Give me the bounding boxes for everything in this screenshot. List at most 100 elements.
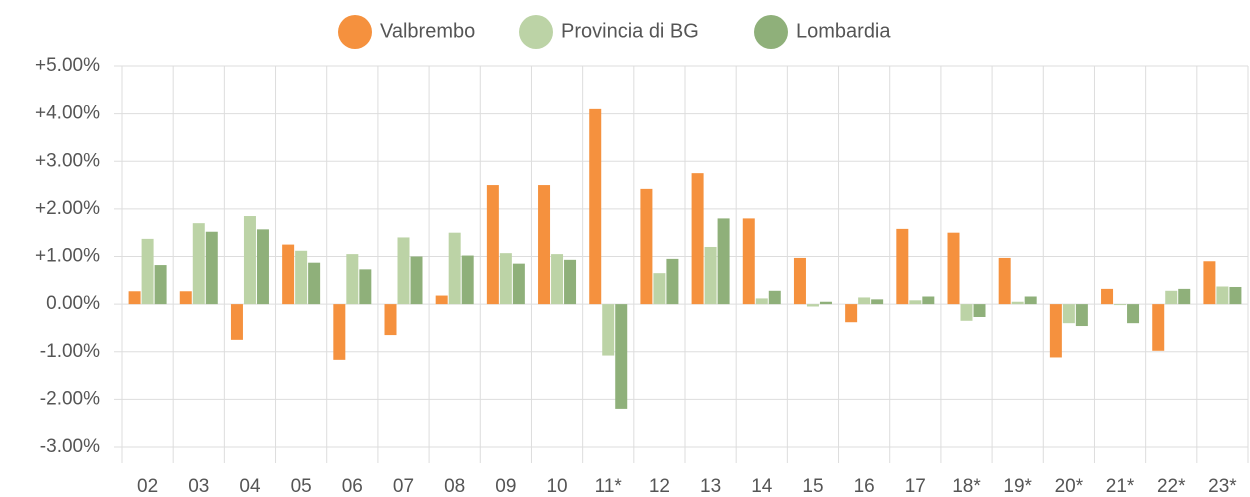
y-tick-label: +4.00% [35, 103, 100, 124]
bar [909, 300, 922, 305]
x-tick-label: 17 [905, 476, 926, 497]
bar [653, 273, 666, 305]
bar [845, 304, 858, 323]
bar [486, 185, 499, 305]
bar [1024, 296, 1037, 305]
bar [793, 257, 806, 305]
x-tick-label: 14 [751, 476, 773, 497]
x-tick-label: 11* [595, 476, 623, 497]
bar [691, 173, 704, 305]
x-tick-label: 02 [137, 476, 158, 497]
legend-swatch [754, 15, 788, 49]
bar [1127, 304, 1140, 324]
bar [666, 258, 679, 305]
y-tick-label: -2.00% [40, 388, 100, 409]
bar [397, 237, 410, 305]
x-tick-label: 07 [393, 476, 414, 497]
bar [461, 255, 474, 305]
x-tick-label: 04 [239, 476, 261, 497]
bar [998, 257, 1011, 305]
bar [640, 188, 653, 305]
bar [230, 304, 243, 340]
bar [742, 218, 755, 305]
legend-label: Valbrembo [380, 20, 475, 42]
bar [1165, 290, 1178, 305]
y-tick-label: +2.00% [35, 198, 100, 219]
bar [973, 304, 986, 317]
legend-label: Provincia di BG [561, 20, 699, 42]
x-tick-label: 12 [649, 476, 670, 497]
y-tick-label: +1.00% [35, 246, 100, 267]
bar [512, 263, 525, 305]
bar [1114, 304, 1127, 306]
y-tick-label: -3.00% [40, 436, 100, 457]
bar [192, 223, 205, 305]
bar [819, 301, 832, 305]
bar [1216, 286, 1229, 305]
legend: Valbrembo Provincia di BG Lombardia [338, 15, 891, 49]
bar [499, 253, 512, 305]
bar [1075, 304, 1088, 327]
bar [755, 298, 768, 305]
bar [346, 254, 359, 305]
bar [589, 108, 602, 305]
x-tick-label: 22* [1157, 476, 1186, 497]
x-tick-label: 13 [700, 476, 721, 497]
bar [704, 246, 717, 305]
bar [960, 304, 973, 321]
x-tick-label: 23* [1208, 476, 1237, 497]
bar [295, 250, 308, 305]
bar [410, 256, 423, 305]
x-tick-label: 09 [495, 476, 516, 497]
bar [205, 231, 218, 305]
y-tick-label: +5.00% [35, 55, 100, 76]
bar [564, 259, 577, 305]
bar [615, 304, 628, 409]
bar [602, 304, 615, 356]
x-tick-label: 16 [854, 476, 875, 497]
bar [896, 228, 909, 305]
x-tick-label: 10 [546, 476, 567, 497]
bar [333, 304, 346, 360]
bar [243, 216, 256, 305]
x-tick-label: 19* [1003, 476, 1032, 497]
bar [538, 185, 551, 305]
bar [871, 299, 884, 305]
bar [1062, 304, 1075, 324]
x-tick-label: 20* [1055, 476, 1084, 497]
bar [154, 265, 167, 305]
bar [717, 218, 730, 305]
bar [448, 232, 461, 305]
bar [359, 269, 372, 305]
bar [128, 291, 141, 305]
bar [1101, 288, 1114, 305]
legend-label: Lombardia [796, 20, 891, 42]
y-tick-label: -1.00% [40, 341, 100, 362]
x-tick-label: 21* [1106, 476, 1135, 497]
x-tick-label: 18* [952, 476, 981, 497]
bar [947, 232, 960, 305]
bar [141, 238, 154, 305]
bar [768, 290, 781, 305]
x-tick-label: 08 [444, 476, 465, 497]
x-tick-label: 05 [291, 476, 312, 497]
bar [256, 229, 269, 305]
legend-swatch [338, 15, 372, 49]
bar [179, 291, 192, 305]
bar [551, 254, 564, 305]
bar [1203, 261, 1216, 305]
bar [922, 296, 935, 305]
y-tick-label: 0.00% [46, 293, 100, 314]
legend-swatch [519, 15, 553, 49]
bar [282, 244, 295, 305]
x-tick-label: 06 [342, 476, 363, 497]
x-tick-label: 03 [188, 476, 209, 497]
bar [435, 295, 448, 305]
y-tick-label: +3.00% [35, 150, 100, 171]
bar [384, 304, 397, 336]
bar [1229, 286, 1242, 305]
bar [308, 262, 321, 305]
bar [1178, 288, 1191, 305]
bar [1049, 304, 1062, 358]
